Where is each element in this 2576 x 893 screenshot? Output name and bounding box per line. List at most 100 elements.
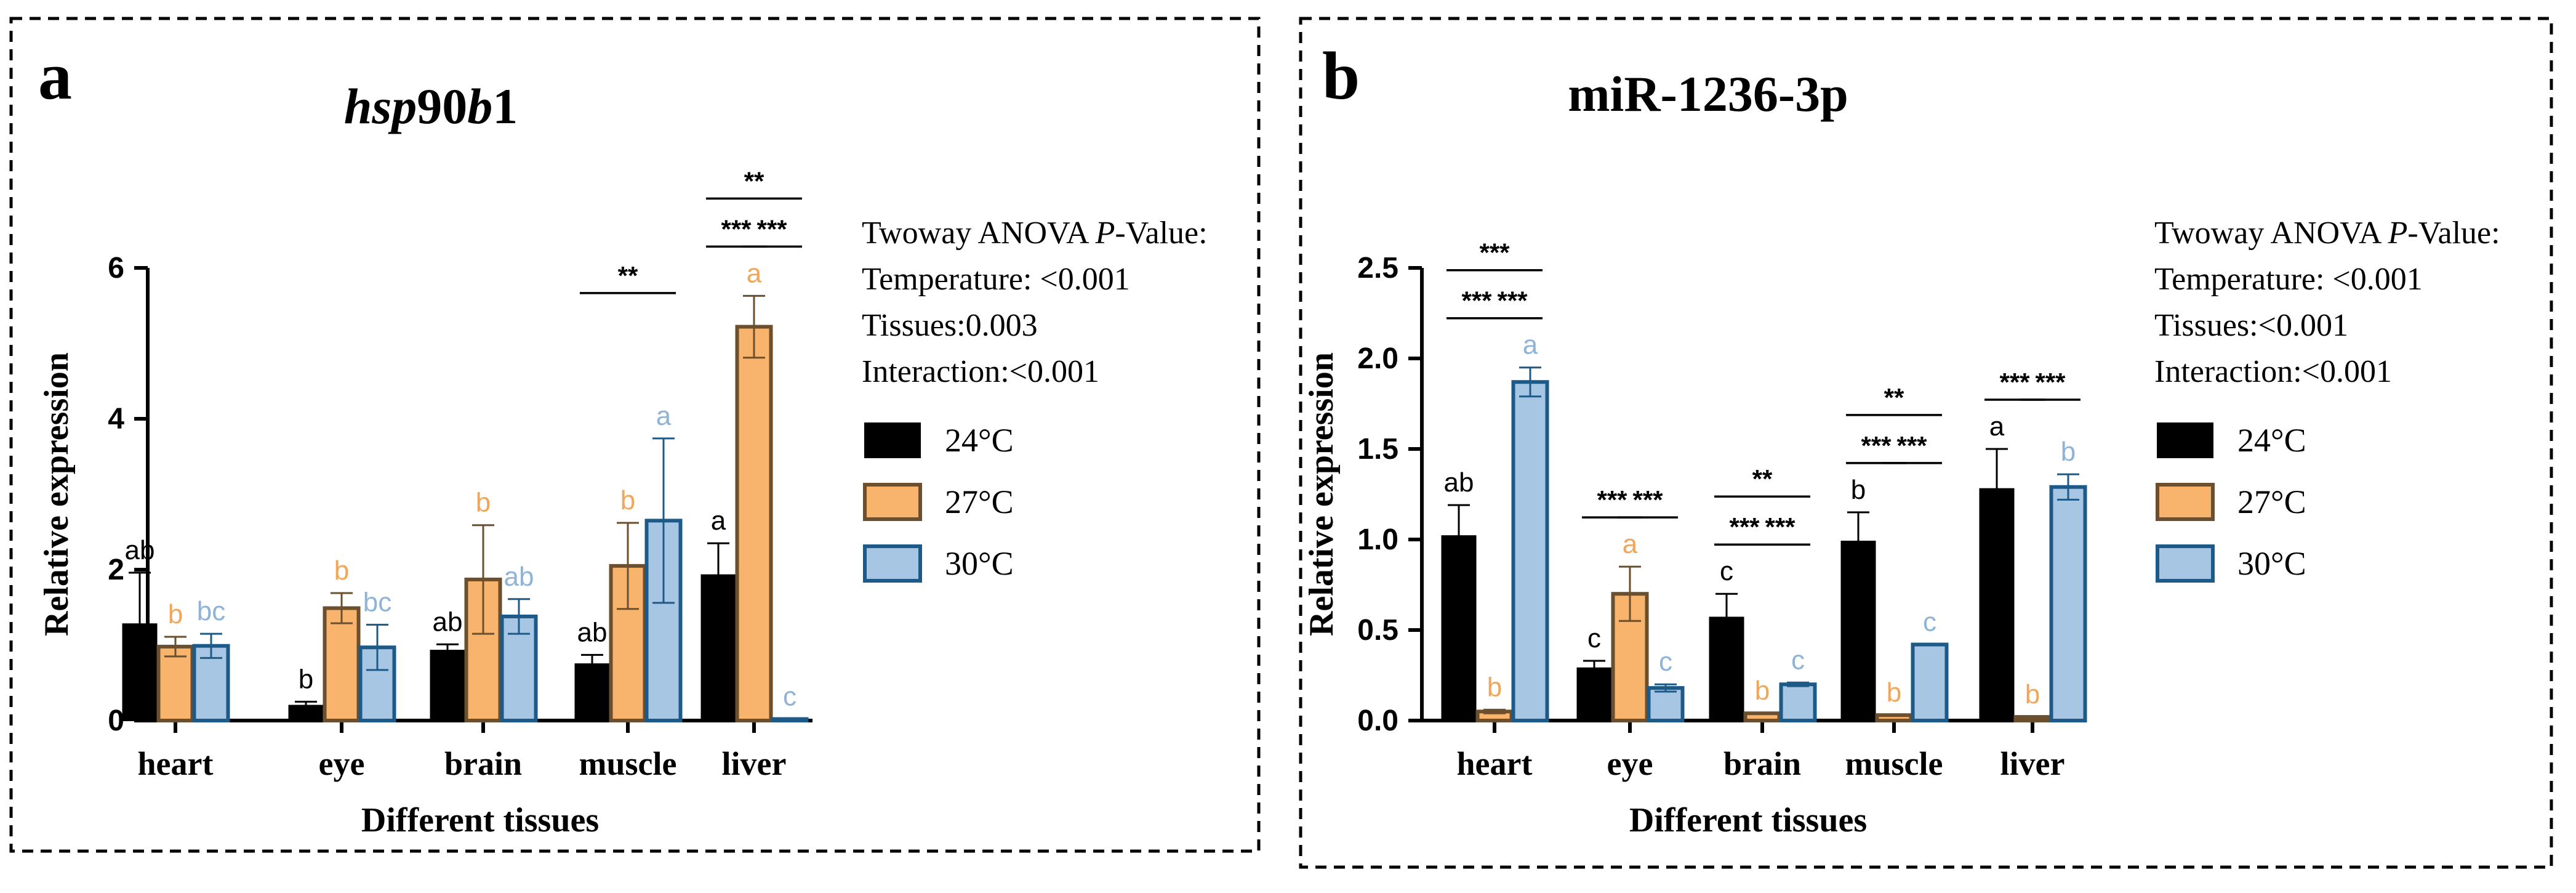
legend-swatch-30°C [863, 544, 922, 583]
bar-liver-27°C [2013, 715, 2052, 722]
chart-title-part: miR-1236-3p [1568, 66, 1848, 122]
sig-bracket-label: *** [1999, 368, 2030, 397]
sig-bracket-label: ** [744, 166, 764, 195]
sig-letter-eye-30°C: bc [363, 587, 391, 617]
anova-title-part: P [2388, 216, 2408, 251]
anova-title-part: Twoway ANOVA [862, 216, 1096, 251]
panel-label: a [38, 38, 72, 113]
chart-title-part: hsp [344, 78, 417, 134]
sig-letter-heart-30°C: bc [197, 596, 225, 626]
sig-bracket-label: *** [1632, 485, 1663, 514]
sig-bracket-label: *** [1729, 512, 1760, 541]
x-tick-label-brain: brain [444, 745, 522, 782]
panel-frame [9, 17, 1261, 853]
bar-eye-30°C [1647, 686, 1685, 722]
x-tick-label-muscle: muscle [579, 745, 677, 782]
legend-swatch-27°C [2156, 483, 2215, 521]
x-tick-label-brain: brain [1723, 745, 1801, 782]
sig-letter-heart-24°C: ab [125, 535, 155, 565]
legend-label-24°C: 24°C [2237, 422, 2306, 459]
bar-heart-30°C [1511, 380, 1549, 722]
chart-title-part: 1 [492, 78, 518, 134]
anova-title-part: P [1095, 216, 1115, 251]
sig-letter-muscle-27°C: b [1887, 677, 1901, 708]
anova-title: Twoway ANOVA P-Value: [2154, 216, 2500, 251]
y-tick-label: 0.5 [1357, 614, 1398, 647]
legend-label-24°C: 24°C [945, 422, 1014, 459]
sig-letter-eye-30°C: c [1659, 647, 1672, 677]
y-tick-label: 6 [108, 252, 124, 285]
anova-line: Interaction:<0.001 [2154, 354, 2392, 389]
sig-bracket-label: *** [1497, 286, 1528, 315]
sig-letter-muscle-24°C: ab [577, 617, 608, 647]
sig-bracket-label: *** [756, 214, 787, 243]
chart-title: hsp90b1 [344, 78, 518, 134]
sig-letter-brain-24°C: ab [433, 607, 463, 637]
bar-liver-27°C [735, 325, 773, 722]
sig-bracket-label: *** [1765, 512, 1796, 541]
sig-bracket-label: *** [1461, 286, 1492, 315]
sig-letter-brain-27°C: b [476, 488, 491, 518]
y-tick-label: 1.5 [1357, 433, 1398, 466]
sig-bracket-label: *** [1479, 238, 1510, 267]
legend-label-27°C: 27°C [2237, 483, 2306, 520]
legend-swatch-27°C [863, 483, 922, 521]
bar-brain-27°C [1743, 711, 1781, 722]
sig-bracket-label: *** [1896, 431, 1927, 460]
legend-swatch-30°C [2156, 544, 2215, 583]
sig-letter-heart-30°C: a [1523, 330, 1538, 360]
sig-letter-muscle-30°C: a [656, 401, 672, 431]
anova-title-part: Twoway ANOVA [2154, 216, 2388, 251]
x-tick-label-heart: heart [138, 745, 214, 782]
anova-line: Temperature: <0.001 [862, 262, 1130, 297]
sig-bracket-label: *** [2035, 368, 2066, 397]
panel-label: b [1322, 38, 1360, 113]
bar-brain-24°C [430, 650, 465, 721]
sig-letter-brain-30°C: c [1791, 645, 1805, 675]
panel-frame [1299, 17, 2553, 869]
y-tick-label: 2.0 [1357, 342, 1398, 375]
sig-letter-eye-27°C: a [1623, 529, 1638, 559]
sig-letter-brain-30°C: ab [504, 562, 534, 592]
bar-eye-27°C [323, 606, 361, 722]
legend-label-30°C: 30°C [945, 545, 1014, 582]
anova-title-part: -Value: [2407, 216, 2500, 251]
x-tick-label-liver: liver [722, 745, 787, 782]
sig-letter-heart-27°C: b [1487, 672, 1502, 702]
x-tick-label-muscle: muscle [1845, 745, 1943, 782]
legend-label-30°C: 30°C [2237, 545, 2306, 582]
x-tick-label-eye: eye [1607, 745, 1653, 782]
sig-letter-eye-27°C: b [334, 556, 349, 586]
bar-liver-30°C [771, 717, 809, 723]
y-axis-label: Relative expression [38, 352, 76, 636]
bar-brain-30°C [1779, 682, 1817, 722]
sig-letter-muscle-24°C: b [1851, 475, 1866, 505]
sig-letter-eye-24°C: b [299, 664, 313, 694]
legend-swatch-24°C [864, 422, 921, 458]
legend-swatch-24°C [2157, 422, 2213, 458]
x-axis-label: Different tissues [1629, 801, 1867, 839]
bar-eye-24°C [1576, 667, 1612, 721]
x-tick-label-eye: eye [319, 745, 365, 782]
sig-letter-heart-27°C: b [168, 599, 183, 629]
panel-b: b miR-1236-3p 0.0 0.5 1.0 1.5 2.0 2.5 heart eye br… [1299, 17, 2553, 869]
anova-line: Tissues:0.003 [862, 308, 1038, 343]
sig-bracket-label: *** [1861, 431, 1892, 460]
sig-letter-liver-27°C: b [2025, 679, 2040, 709]
anova-line: Interaction:<0.001 [862, 354, 1099, 389]
sig-letter-liver-27°C: a [747, 258, 762, 288]
bar-liver-30°C [2049, 485, 2087, 722]
anova-title-part: -Value: [1115, 216, 1207, 251]
y-tick-label: 0.0 [1357, 705, 1398, 737]
sig-letter-muscle-30°C: c [1923, 607, 1936, 637]
y-tick-label: 2.5 [1357, 252, 1398, 285]
chart-title-part: 90 [417, 78, 467, 134]
sig-bracket-label: ** [1884, 383, 1904, 412]
anova-title: Twoway ANOVA P-Value: [862, 216, 1208, 251]
bar-heart-27°C [156, 644, 195, 722]
x-tick-label-liver: liver [2000, 745, 2065, 782]
legend-label-27°C: 27°C [945, 483, 1014, 520]
